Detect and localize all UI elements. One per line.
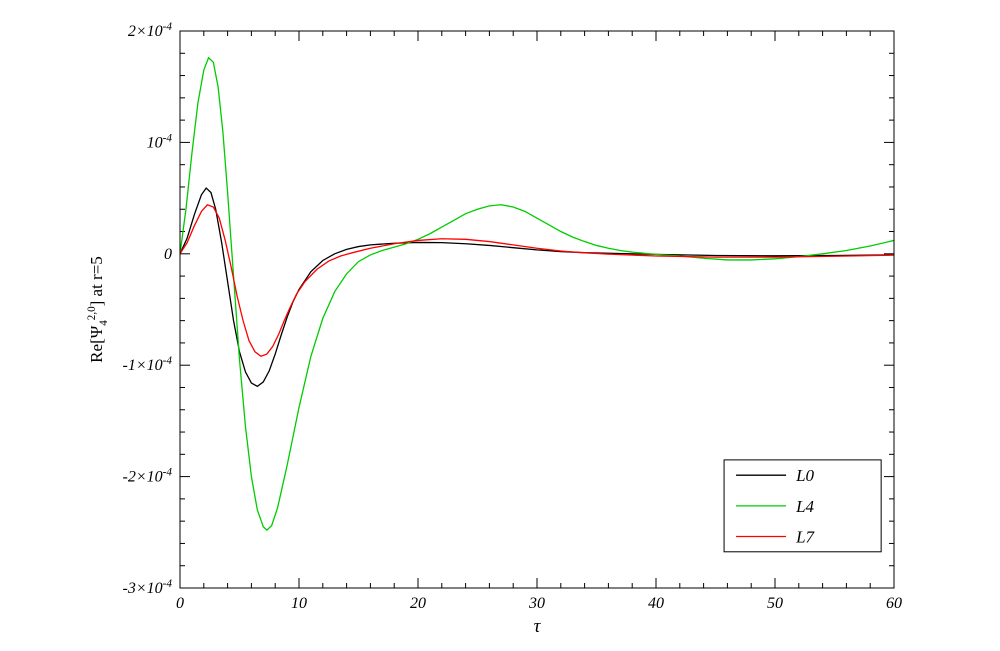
svg-text:0: 0 xyxy=(176,595,184,612)
svg-text:-2×10-4: -2×10-4 xyxy=(123,467,173,486)
svg-text:50: 50 xyxy=(767,595,783,612)
svg-text:10: 10 xyxy=(291,595,307,612)
svg-text:0: 0 xyxy=(164,246,172,263)
x-axis-label: τ xyxy=(534,616,542,637)
y-axis-label: Re[Ψ42,0] at r=5 xyxy=(86,256,110,363)
svg-text:10-4: 10-4 xyxy=(147,132,173,151)
svg-text:60: 60 xyxy=(886,595,902,612)
chart-container: 0 10 20 30 40 50 60 -3×10-4 -2×10-4 -1×10-4 0 10-4 2… xyxy=(0,0,1000,651)
line-chart: 0 10 20 30 40 50 60 -3×10-4 -2×10-4 -1×10-4 0 10-4 2… xyxy=(0,0,1000,651)
svg-text:40: 40 xyxy=(648,595,664,612)
plot-frame xyxy=(180,31,894,588)
svg-text:-1×10-4: -1×10-4 xyxy=(123,355,173,374)
svg-text:2×10-4: 2×10-4 xyxy=(128,21,173,40)
legend-label-L0: L0 xyxy=(795,466,814,485)
svg-text:20: 20 xyxy=(410,595,426,612)
svg-text:-3×10-4: -3×10-4 xyxy=(123,578,173,597)
series-L7 xyxy=(180,205,894,357)
legend-label-L7: L7 xyxy=(795,527,815,546)
svg-text:30: 30 xyxy=(528,595,545,612)
legend-label-L4: L4 xyxy=(795,497,814,516)
series-L4 xyxy=(180,58,894,530)
